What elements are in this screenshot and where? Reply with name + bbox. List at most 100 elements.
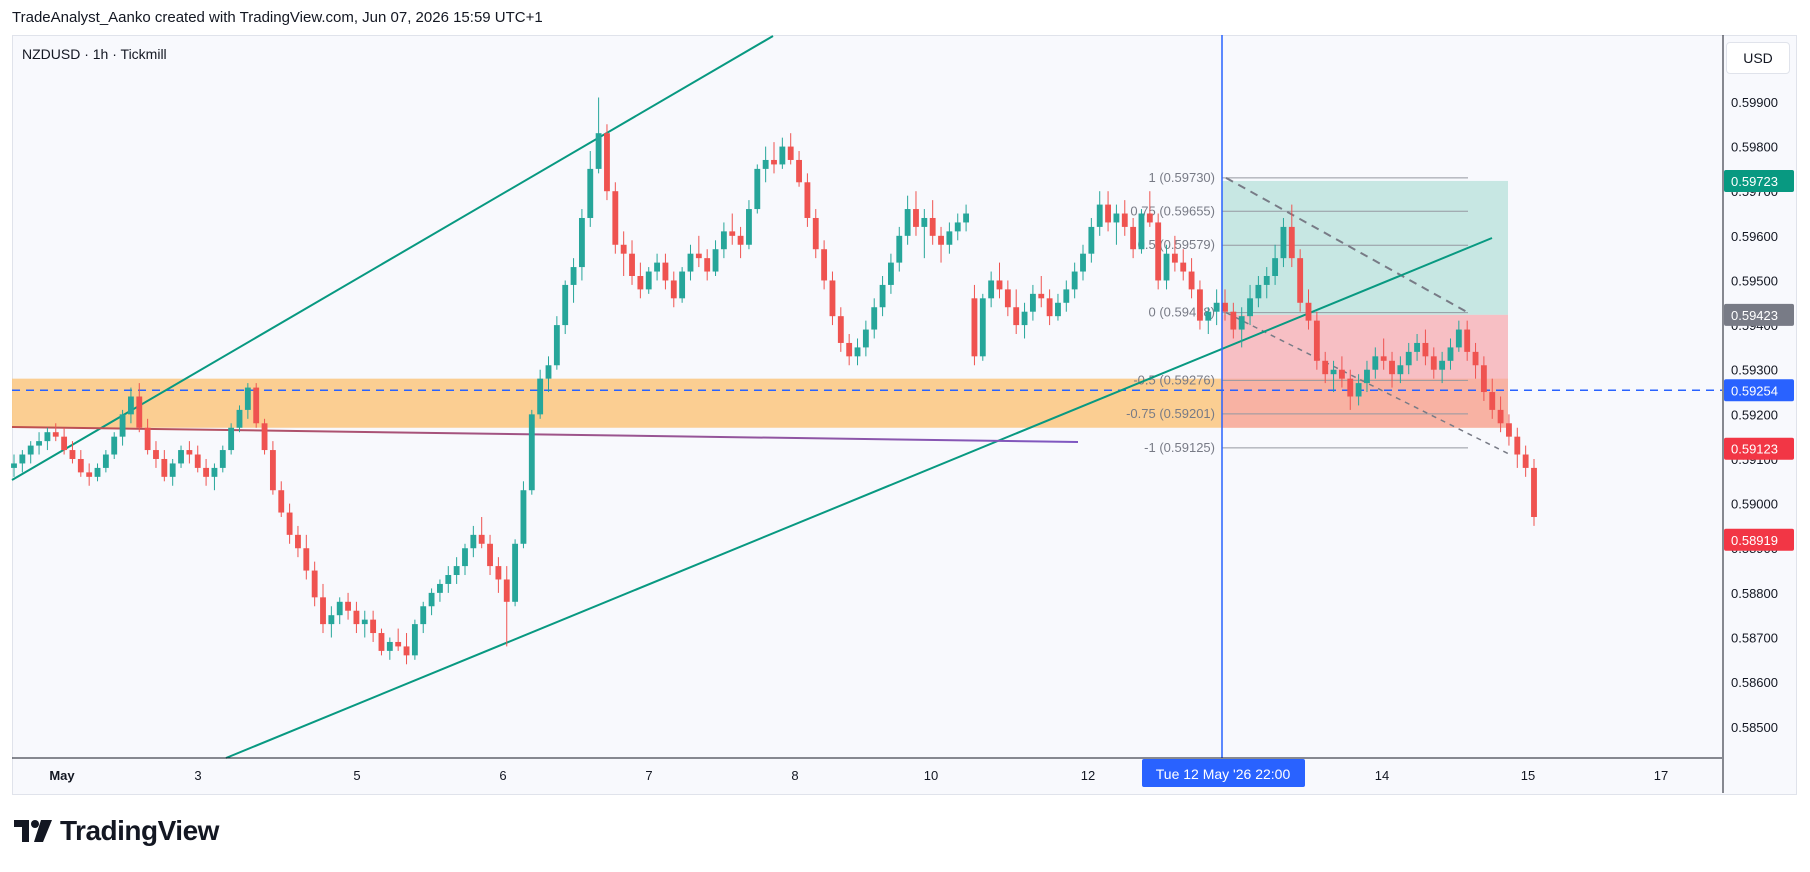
candle-body bbox=[470, 534, 477, 549]
candle-body bbox=[1263, 276, 1270, 285]
time-axis-label: 8 bbox=[791, 768, 798, 783]
candle-body bbox=[804, 182, 811, 218]
candle-body bbox=[771, 159, 777, 165]
candle-body bbox=[1380, 356, 1387, 361]
candle-body bbox=[1180, 262, 1187, 272]
candle-body bbox=[871, 307, 878, 330]
candle-body bbox=[988, 280, 995, 299]
candle-body bbox=[1071, 271, 1078, 290]
candle-body bbox=[1422, 342, 1429, 357]
time-axis-label: 3 bbox=[194, 768, 201, 783]
candle-body bbox=[1205, 311, 1212, 321]
time-axis-label: 6 bbox=[499, 768, 506, 783]
candle-body bbox=[269, 450, 276, 491]
candle-body bbox=[462, 548, 468, 567]
candle-body bbox=[1497, 409, 1504, 424]
candle-body bbox=[411, 624, 418, 656]
candle-body bbox=[1280, 226, 1287, 259]
candle-body bbox=[1230, 311, 1237, 330]
price-axis-tick: 0.58800 bbox=[1731, 586, 1778, 601]
time-axis-label: 17 bbox=[1654, 768, 1668, 783]
candle-body bbox=[11, 463, 17, 468]
time-axis-label: 7 bbox=[645, 768, 652, 783]
candle-body bbox=[61, 436, 68, 451]
time-axis-label: 12 bbox=[1081, 768, 1095, 783]
price-badge-label: 0.59423 bbox=[1731, 308, 1778, 323]
candle-body bbox=[1096, 204, 1103, 227]
price-axis-tick: 0.59600 bbox=[1731, 229, 1778, 244]
candle-body bbox=[520, 490, 527, 544]
candle-body bbox=[1531, 467, 1537, 517]
candle-body bbox=[395, 641, 402, 647]
candle-body bbox=[403, 646, 410, 656]
candle-body bbox=[370, 619, 377, 634]
candle-body bbox=[787, 146, 794, 160]
price-axis-tick: 0.59500 bbox=[1731, 273, 1778, 288]
candle-body bbox=[729, 231, 736, 236]
candle-body bbox=[645, 271, 652, 290]
price-axis-tick: 0.58600 bbox=[1731, 675, 1778, 690]
candle-body bbox=[904, 209, 911, 236]
candle-body bbox=[1405, 351, 1412, 366]
candle-body bbox=[996, 280, 1003, 290]
candle-body bbox=[954, 222, 961, 232]
candle-body bbox=[336, 601, 343, 616]
candle-body bbox=[712, 249, 719, 272]
candle-body bbox=[679, 271, 686, 299]
candle-body bbox=[528, 414, 535, 491]
candle-body bbox=[971, 298, 978, 357]
currency-button[interactable]: USD bbox=[1726, 42, 1790, 74]
candle-body bbox=[637, 276, 644, 290]
candle-body bbox=[1013, 307, 1020, 326]
candle-body bbox=[1163, 253, 1170, 281]
price-axis-tick: 0.59000 bbox=[1731, 497, 1778, 512]
candle-body bbox=[837, 316, 844, 343]
candle-body bbox=[1171, 253, 1178, 263]
candle-body bbox=[737, 235, 744, 245]
candle-body bbox=[1447, 347, 1454, 361]
candle-body bbox=[86, 472, 93, 477]
time-axis-label: 15 bbox=[1521, 768, 1535, 783]
candle-body bbox=[228, 427, 235, 451]
candle-body bbox=[102, 454, 109, 468]
candle-body bbox=[629, 253, 635, 276]
fib-level-label: -0.75 (0.59201) bbox=[1126, 406, 1215, 421]
candle-body bbox=[253, 387, 260, 424]
candle-body bbox=[219, 450, 226, 468]
candle-body bbox=[1121, 213, 1128, 227]
candle-body bbox=[1146, 213, 1153, 223]
candle-body bbox=[1046, 298, 1053, 317]
candle-body bbox=[244, 387, 251, 410]
candle-body bbox=[1197, 289, 1203, 321]
candle-body bbox=[36, 441, 42, 446]
candle-body bbox=[595, 133, 602, 169]
candle-body bbox=[1055, 302, 1061, 317]
candle-body bbox=[437, 583, 443, 593]
candle-body bbox=[487, 543, 493, 567]
candle-body bbox=[203, 467, 210, 477]
price-badge-label: 0.58919 bbox=[1731, 533, 1778, 548]
candle-body bbox=[512, 543, 519, 602]
candle-body bbox=[821, 249, 828, 281]
candle-body bbox=[1288, 226, 1295, 259]
candle-body bbox=[754, 168, 761, 210]
candle-body bbox=[1247, 298, 1253, 317]
candle-body bbox=[69, 450, 76, 459]
candle-body bbox=[1372, 356, 1379, 370]
candle-body bbox=[587, 168, 594, 218]
candle-body bbox=[1330, 369, 1337, 375]
candle-body bbox=[938, 235, 944, 245]
candle-body bbox=[1188, 271, 1195, 290]
candle-body bbox=[161, 458, 168, 477]
candle-body bbox=[211, 467, 218, 477]
candle-body bbox=[662, 262, 669, 281]
candle-body bbox=[1514, 436, 1521, 455]
price-badge-label: 0.59723 bbox=[1731, 174, 1778, 189]
candle-body bbox=[19, 454, 26, 464]
candle-body bbox=[169, 463, 176, 477]
candle-body bbox=[1063, 289, 1070, 303]
tradingview-logo-icon bbox=[14, 820, 52, 842]
candle-body bbox=[353, 610, 360, 625]
price-axis-tick: 0.59800 bbox=[1731, 140, 1778, 155]
